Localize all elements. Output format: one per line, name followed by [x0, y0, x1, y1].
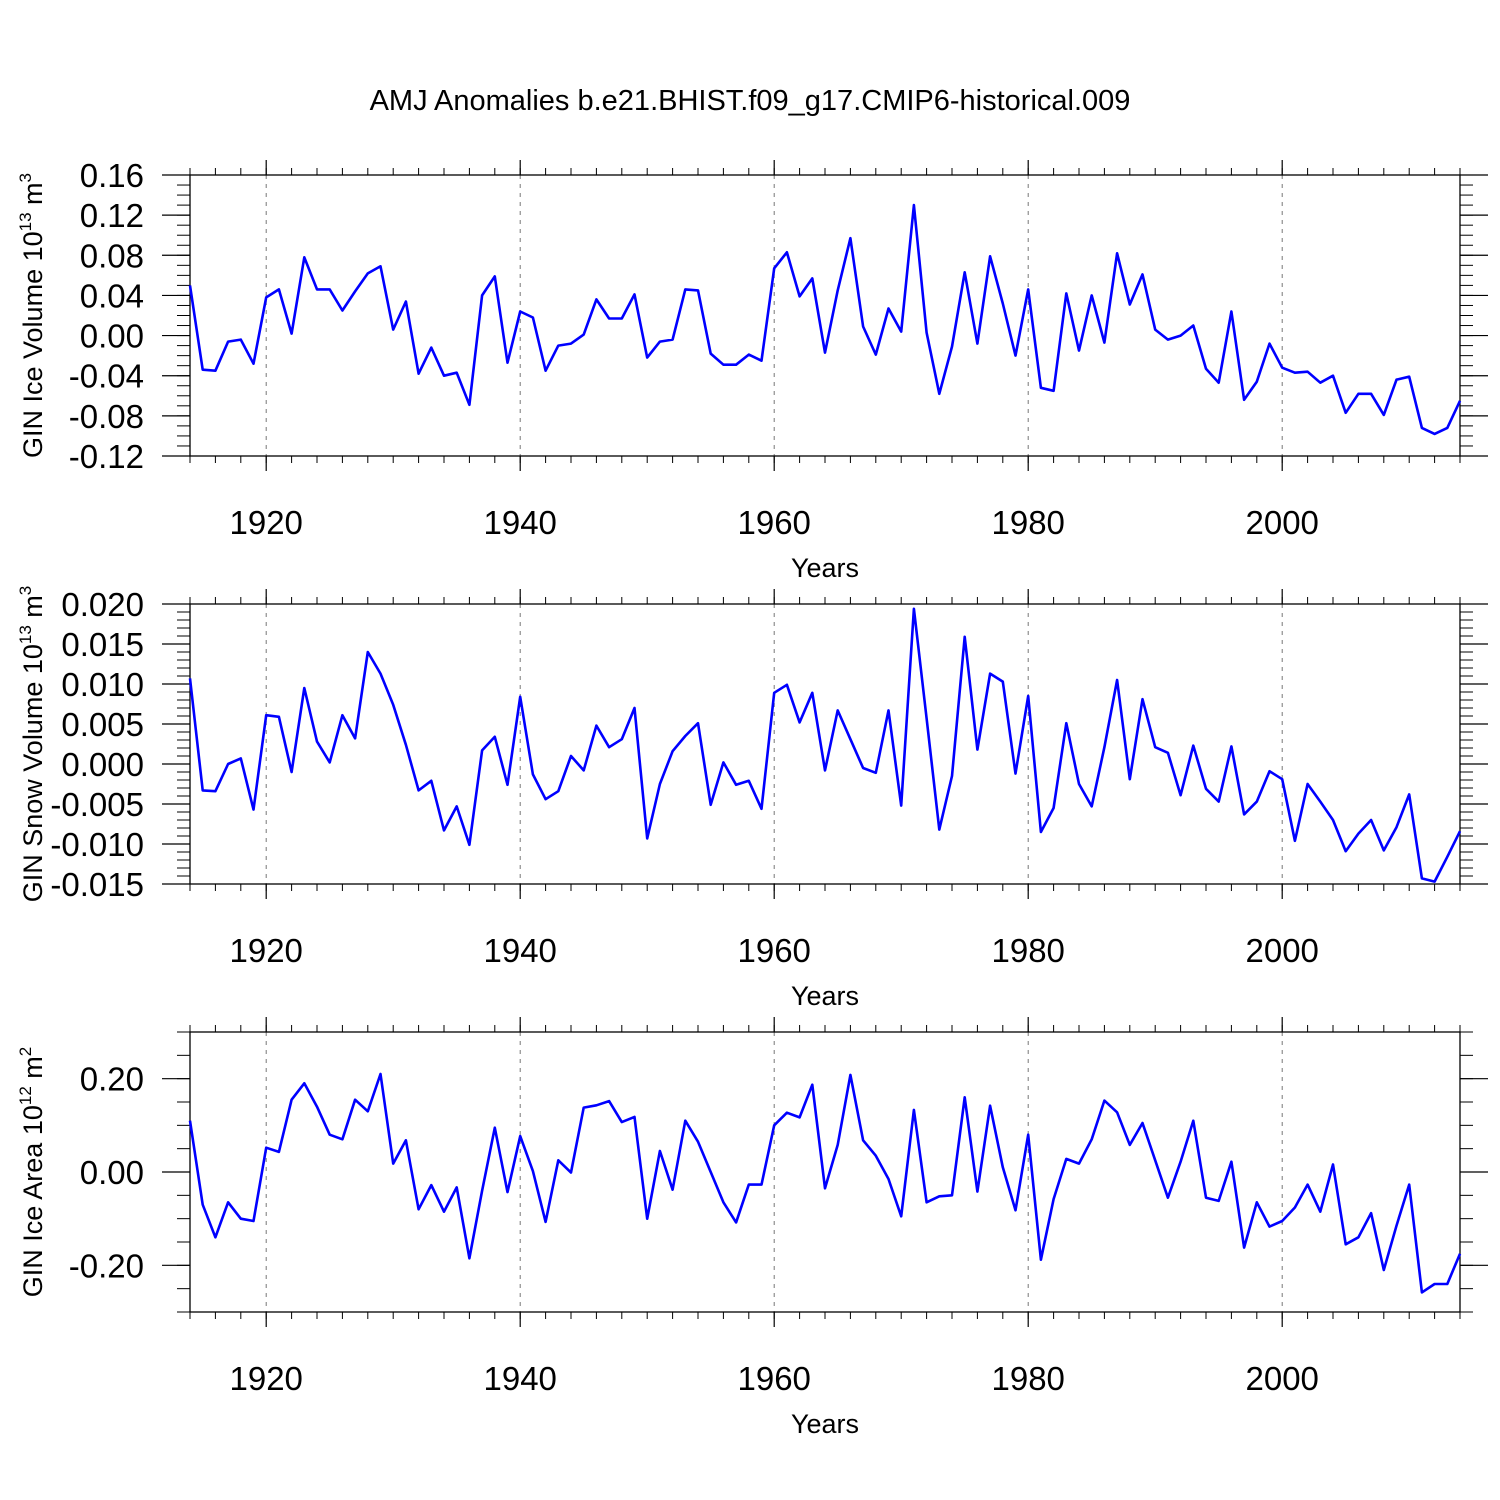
ice-area-y-tick-label: -0.20	[69, 1247, 144, 1284]
ice-volume-frame	[189, 174, 1461, 457]
snow-volume-y-tick-label: -0.010	[50, 826, 144, 863]
snow-volume-x-tick-label: 1940	[483, 932, 556, 969]
snow-volume-y-tick-label: 0.010	[61, 666, 144, 703]
ice-area-y-tick-label: 0.00	[80, 1154, 144, 1191]
snow-volume-x-tick-label: 2000	[1245, 932, 1318, 969]
ice-volume-x-tick-label: 1960	[737, 504, 810, 541]
ice-area-y-axis-label: GIN Ice Area 1012 m2	[16, 1047, 48, 1298]
snow-volume-panel: 1920 1940 1960 1980 2000 Years -0.015-0.010-0.…	[16, 586, 1488, 1011]
ice-volume-y-tick-label: 0.04	[80, 277, 144, 314]
ice-volume-y-tick-label: 0.12	[80, 197, 144, 234]
ice-volume-series-line	[188, 203, 1462, 436]
ice-volume-y-tick-label: -0.08	[69, 398, 144, 435]
ice-area-x-tick-label: 1960	[737, 1360, 810, 1397]
ice-volume-x-tick-label: 1920	[229, 504, 302, 541]
ice-area-x-tick-label: 1940	[483, 1360, 556, 1397]
snow-volume-x-tick-label: 1920	[229, 932, 302, 969]
ice-area-panel: 1920 1940 1960 1980 2000 Years -0.20 0.00 0.20 GI…	[16, 1017, 1488, 1439]
snow-volume-y-tick-label: 0.000	[61, 746, 144, 783]
ice-volume-x-tick-label: 1980	[991, 504, 1064, 541]
ice-volume-y-tick-label: 0.00	[80, 318, 144, 355]
ice-volume-y-tick-label: 0.08	[80, 237, 144, 274]
figure-title: AMJ Anomalies b.e21.BHIST.f09_g17.CMIP6-…	[370, 85, 1131, 117]
ice-area-x-tick-label: 1980	[991, 1360, 1064, 1397]
ice-volume-y-tick-label: 0.16	[80, 157, 144, 194]
snow-volume-x-tick-label: 1980	[991, 932, 1064, 969]
snow-volume-frame	[189, 603, 1461, 885]
ice-volume-x-tick-label: 2000	[1245, 504, 1318, 541]
snow-volume-y-tick-label: -0.015	[50, 866, 144, 903]
ice-volume-y-tick-label: -0.12	[69, 438, 144, 475]
snow-volume-series-line	[188, 607, 1462, 883]
snow-volume-x-axis-label: Years	[791, 981, 859, 1011]
snow-volume-y-tick-label: -0.005	[50, 786, 144, 823]
snow-volume-y-axis-label: GIN Snow Volume 1013 m3	[16, 586, 48, 903]
ice-volume-panel: 1920 1940 1960 1980 2000 Years -0.12-0.08-0.04…	[16, 157, 1488, 583]
snow-volume-y-tick-label: 0.005	[61, 706, 144, 743]
snow-volume-x-tick-label: 1960	[737, 932, 810, 969]
ice-volume-x-axis-label: Years	[791, 553, 859, 583]
ice-area-y-tick-label: 0.20	[80, 1061, 144, 1098]
ice-area-x-tick-label: 2000	[1245, 1360, 1318, 1397]
snow-volume-y-tick-label: 0.020	[61, 586, 144, 623]
ice-area-x-axis-label: Years	[791, 1409, 859, 1439]
ice-volume-y-axis-label: GIN Ice Volume 1013 m3	[16, 173, 48, 458]
ice-volume-x-tick-label: 1940	[483, 504, 556, 541]
ice-area-series-line	[188, 1072, 1462, 1294]
ice-volume-y-tick-label: -0.04	[69, 358, 144, 395]
snow-volume-y-tick-label: 0.015	[61, 626, 144, 663]
ice-area-x-tick-label: 1920	[229, 1360, 302, 1397]
